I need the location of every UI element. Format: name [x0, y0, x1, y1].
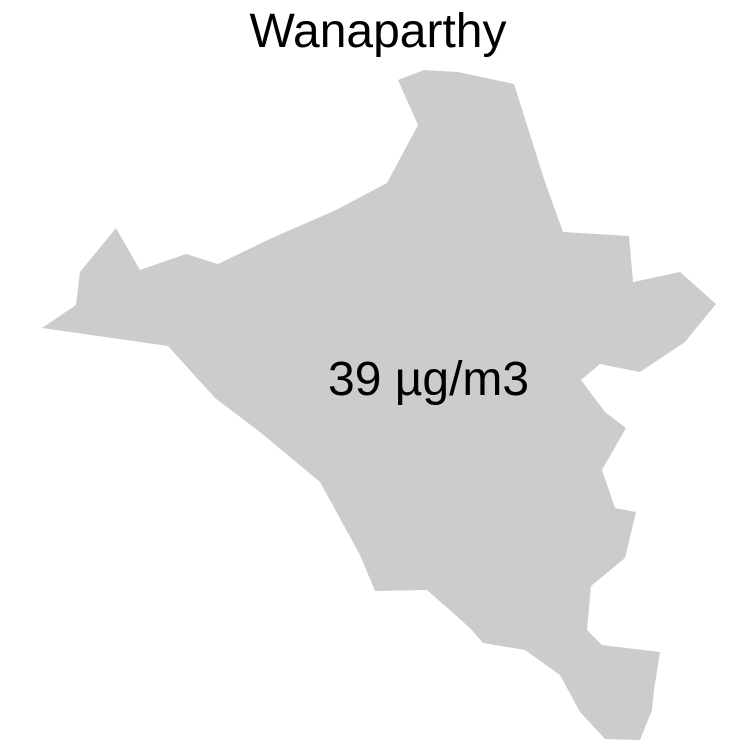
- region-value-label: 39 µg/m3: [328, 353, 530, 406]
- wanaparthy-district-region[interactable]: [42, 70, 716, 740]
- map-title: Wanaparthy: [249, 5, 507, 58]
